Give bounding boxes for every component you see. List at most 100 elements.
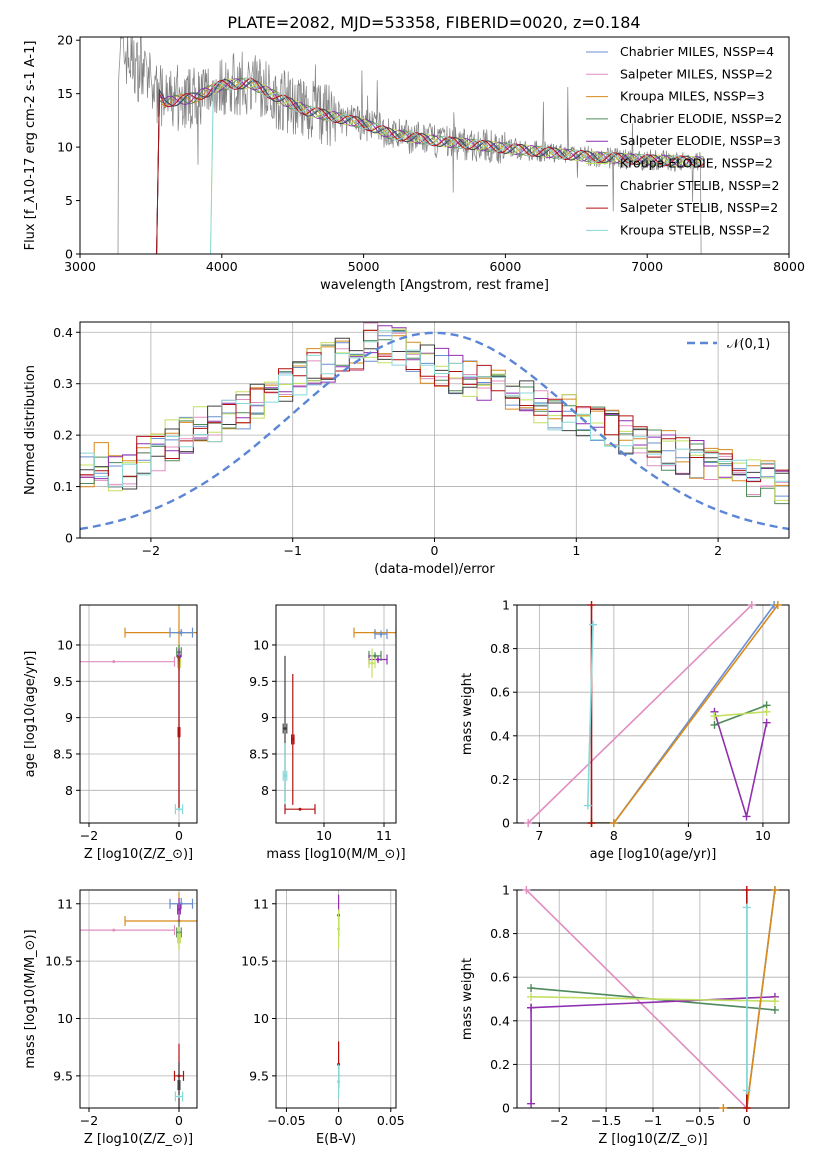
age-vs-z-frame: [79, 604, 198, 824]
model-line-6: [122, 79, 704, 254]
y-tick-label: 8: [261, 783, 269, 798]
y-axis-label: mass weight: [460, 958, 475, 1040]
plus-marker: [527, 1003, 536, 1012]
y-tick-label: 10.5: [241, 954, 269, 969]
histogram-0: [80, 330, 789, 497]
y-tick-label: 0.6: [490, 970, 510, 985]
y-tick-label: 0.1: [53, 479, 73, 494]
y-tick-label: 10: [57, 637, 73, 652]
plus-marker: [609, 819, 618, 827]
data-point: [112, 928, 116, 932]
x-axis-label: wavelength [Angstrom, rest frame]: [320, 278, 549, 293]
y-axis-label: age [log10(age/yr)]: [23, 651, 38, 778]
y-tick-label: 20: [57, 33, 73, 48]
y-tick-label: 0.6: [490, 685, 510, 700]
y-axis-label: mass weight: [460, 673, 475, 755]
data-point: [177, 807, 181, 811]
x-tick-label: 9: [684, 828, 692, 843]
y-tick-label: 0.8: [490, 926, 510, 941]
data-point: [291, 737, 295, 741]
y-tick-label: 1: [502, 883, 510, 898]
y-tick-label: 5: [65, 193, 73, 208]
y-tick-label: 15: [57, 86, 73, 101]
data-point: [283, 774, 287, 778]
histogram-7: [80, 329, 789, 487]
plus-marker: [770, 997, 779, 1006]
massweight-vs-age-panel: 7 8 9 10 0 0.2 0.4 0.6 0.8 1 age [log10(age/yr)] ma…: [460, 598, 790, 862]
plus-marker: [742, 1086, 751, 1095]
plus-marker: [742, 886, 751, 894]
data-point: [177, 908, 181, 912]
residuals-panel: −2 −1 0 1 2 0 0.1 0.2 0.3 0.4 (data-model)/error No…: [23, 321, 790, 577]
model-line-0: [122, 79, 704, 254]
y-tick-label: 10: [253, 637, 269, 652]
x-tick-label: 8: [610, 828, 618, 843]
residuals-plot-area: [80, 322, 789, 531]
x-tick-label: 6000: [489, 259, 521, 274]
y-tick-label: 0: [65, 247, 73, 262]
x-tick-label: 5000: [348, 259, 380, 274]
plus-marker: [527, 992, 536, 1001]
x-tick-label: 8000: [773, 259, 805, 274]
age-vs-mass-plot-area: [282, 627, 396, 815]
x-tick-label: 10: [316, 828, 332, 843]
y-tick-label: 0.2: [490, 772, 510, 787]
legend-entry: Salpeter STELIB, NSSP=2: [620, 200, 778, 215]
plus-marker: [747, 601, 756, 609]
age-vs-mass-frame: [275, 604, 397, 824]
y-tick-label: 11: [57, 896, 73, 911]
weight-line: [723, 890, 776, 1108]
plus-marker: [527, 984, 536, 993]
data-point: [283, 727, 287, 731]
plus-marker: [742, 1104, 751, 1112]
plus-marker: [710, 720, 719, 729]
plus-marker: [742, 903, 751, 912]
y-tick-label: 0: [502, 816, 510, 831]
plus-marker: [762, 707, 771, 716]
x-tick-label: 2: [714, 543, 722, 558]
model-line-3: [122, 77, 704, 254]
weight-line: [591, 605, 779, 823]
y-tick-label: 10.5: [45, 954, 73, 969]
plus-marker: [773, 601, 782, 609]
mass-vs-ebv-plot-area: [337, 894, 341, 1099]
mass-vs-z-frame: [79, 889, 198, 1109]
data-point: [298, 807, 302, 811]
y-tick-label: 10: [57, 1011, 73, 1026]
model-line-4: [122, 78, 705, 254]
histogram-8: [80, 330, 789, 506]
legend-entry: Chabrier ELODIE, NSSP=2: [620, 111, 782, 126]
y-tick-label: 0.2: [53, 428, 73, 443]
x-tick-label: 0: [175, 828, 183, 843]
figure-title: PLATE=2082, MJD=53358, FIBERID=0020, z=0…: [227, 13, 640, 32]
x-tick-label: −1: [283, 543, 301, 558]
x-tick-label: −1: [644, 1113, 662, 1128]
x-axis-label: Z [log10(Z/Z_⊙)]: [84, 1132, 193, 1147]
x-tick-label: −2: [80, 828, 98, 843]
plus-marker: [710, 712, 719, 721]
weight-line: [587, 624, 594, 806]
massweight-vs-z-panel: −2 −1.5 −1 −0.5 0 0 0.2 0.4 0.6 0.8 1 Z [log10(Z/Z_…: [460, 883, 790, 1147]
model-line-2: [122, 77, 705, 254]
data-point: [179, 631, 183, 635]
age-vs-mass-panel: 10 11 8 8.5 9 9.5 10 mass [log10(M/M_⊙)]: [249, 604, 406, 862]
x-tick-label: −2: [550, 1113, 568, 1128]
histogram-4: [80, 325, 789, 480]
y-tick-label: 9: [65, 710, 73, 725]
y-tick-label: 10: [57, 140, 73, 155]
y-tick-label: 0.8: [490, 641, 510, 656]
legend-entry: Kroupa ELODIE, NSSP=2: [620, 156, 773, 171]
massweight-vs-age-frame: [516, 604, 790, 824]
y-tick-label: 0: [65, 531, 73, 546]
weight-line: [713, 711, 768, 820]
data-point: [112, 660, 116, 664]
legend-entry: Kroupa MILES, NSSP=3: [620, 89, 765, 104]
histogram-5: [80, 328, 789, 501]
y-axis-label: Normed distribution: [23, 365, 38, 495]
massweight-vs-age-plot-area: [527, 605, 779, 823]
legend-entry: Chabrier STELIB, NSSP=2: [620, 178, 780, 193]
model-line-7: [122, 77, 705, 254]
weight-line: [527, 605, 753, 823]
x-axis-label: Z [log10(Z/Z_⊙)]: [84, 847, 193, 862]
legend-entry: Kroupa STELIB, NSSP=2: [620, 222, 770, 237]
